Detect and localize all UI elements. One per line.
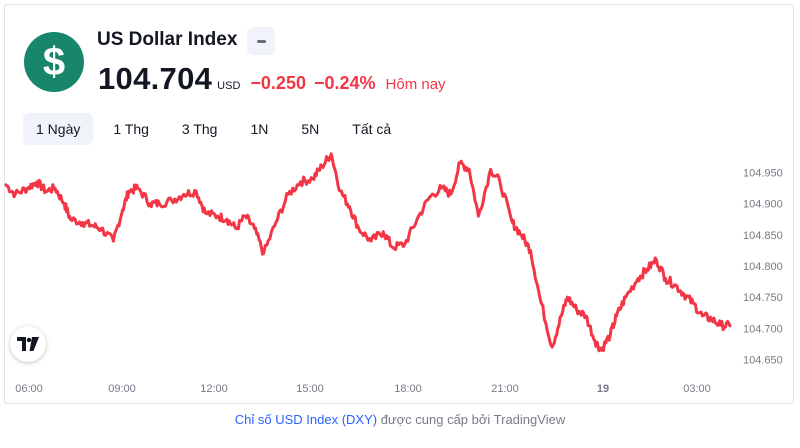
tab-1-year[interactable]: 1N: [250, 121, 269, 137]
x-tick-label: 21:00: [491, 383, 519, 395]
range-tabs: 1 Ngày 1 Thg 3 Thg 1N 5N Tất cả: [23, 113, 411, 145]
tradingview-logo-icon[interactable]: [10, 326, 46, 362]
y-tick-label: 104.950: [743, 167, 783, 179]
x-axis: 06:00 09:00 12:00 15:00 18:00 21:00 19 03:00: [15, 383, 711, 395]
quote-row: 104.704 USD −0.250 −0.24% Hôm nay: [98, 61, 446, 97]
y-axis: 104.950 104.900 104.850 104.800 104.750 104.7…: [743, 167, 783, 366]
minus-icon: [256, 39, 266, 43]
change-value: −0.250: [250, 73, 306, 93]
y-tick-label: 104.650: [743, 355, 783, 367]
period-label: Hôm nay: [385, 76, 446, 93]
y-tick-label: 104.750: [743, 292, 783, 304]
y-tick-label: 104.700: [743, 323, 783, 335]
change-percent: −0.24%: [313, 73, 376, 93]
collapse-badge-button[interactable]: [247, 27, 275, 55]
tab-5-year[interactable]: 5N: [301, 121, 320, 137]
tab-3-month[interactable]: 3 Thg: [181, 121, 218, 137]
market-widget: $ US Dollar Index 104.704 USD −0.250 −0.…: [4, 4, 794, 404]
attribution-text: được cung cấp bởi TradingView: [377, 412, 566, 427]
dollar-sign-icon: $: [43, 40, 65, 84]
y-tick-label: 104.800: [743, 261, 783, 273]
price-value: 104.704: [98, 61, 213, 96]
tab-all[interactable]: Tất cả: [352, 121, 392, 137]
x-tick-label: 18:00: [394, 383, 422, 395]
x-tick-label: 06:00: [15, 383, 43, 395]
symbol-title[interactable]: US Dollar Index: [97, 29, 238, 50]
dxy-link[interactable]: Chỉ số USD Index (DXY): [234, 412, 378, 427]
tab-1-day[interactable]: 1 Ngày: [23, 113, 94, 145]
y-tick-label: 104.850: [743, 230, 783, 242]
tv-mark-icon: [17, 337, 39, 351]
currency-label: USD: [217, 80, 241, 92]
x-tick-label: 03:00: [683, 383, 711, 395]
tab-1-month[interactable]: 1 Thg: [113, 121, 149, 137]
price-line: [4, 152, 732, 353]
x-tick-label: 09:00: [108, 383, 136, 395]
x-tick-label: 15:00: [296, 383, 324, 395]
x-tick-label: 19: [597, 383, 609, 395]
logo-glyph: $: [43, 40, 65, 84]
attribution-footer: Chỉ số USD Index (DXY) được cung cấp bởi…: [0, 412, 800, 427]
x-tick-label: 12:00: [200, 383, 228, 395]
dollar-logo-icon: $: [24, 32, 84, 92]
y-tick-label: 104.900: [743, 199, 783, 211]
